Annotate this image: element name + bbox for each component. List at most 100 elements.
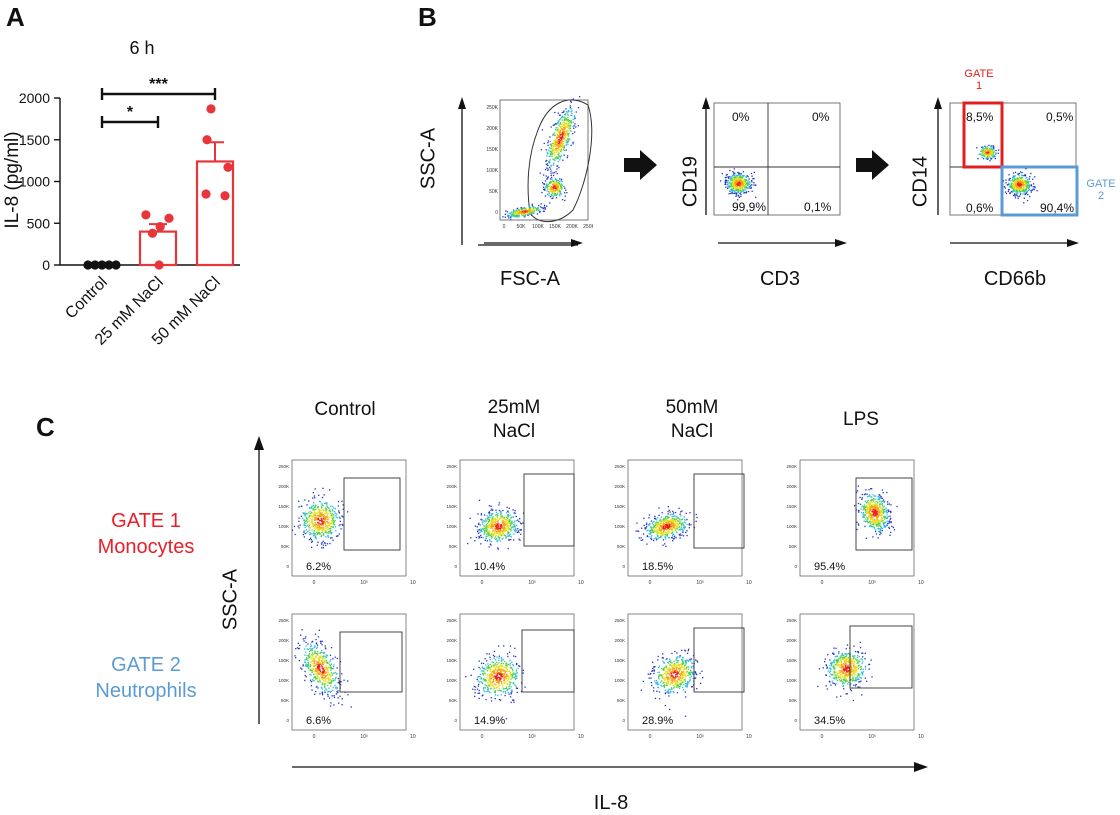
plot-ytick: 200K xyxy=(278,638,289,643)
plot-ytick: 200K xyxy=(614,484,625,489)
gate-percent: 6.2% xyxy=(306,561,331,573)
bar xyxy=(140,232,176,265)
b1-ytick: 250K xyxy=(486,105,498,111)
gate-percent: 6.6% xyxy=(306,715,331,727)
plot-xtick: 10³ xyxy=(868,580,876,586)
plot-xtick: 10³ xyxy=(360,734,368,740)
b3-q-ur: 0,5% xyxy=(1046,110,1073,124)
gate1-label: GATE 1 xyxy=(964,68,994,92)
plot-ytick: 100K xyxy=(446,524,457,529)
data-point xyxy=(148,229,157,238)
plot-xtick: 10⁴ xyxy=(578,734,584,740)
flow-plot-0-1: 250K200K150K100K50K0010³10⁴10.4% xyxy=(444,456,584,586)
data-point xyxy=(156,222,165,231)
gate-percent: 28.9% xyxy=(642,715,673,727)
plot-ytick: 250K xyxy=(614,464,625,469)
plot-ytick: 0 xyxy=(794,718,797,723)
plot-ytick: 250K xyxy=(278,464,289,469)
b1-xtick: 150K xyxy=(549,224,561,230)
b1-ytick: 200K xyxy=(486,126,498,132)
plot-xtick: 10³ xyxy=(528,734,536,740)
plot-ytick: 150K xyxy=(446,504,457,509)
plot-ytick: 50K xyxy=(281,698,289,703)
plot-xtick: 10⁴ xyxy=(746,734,752,740)
data-point xyxy=(111,260,120,269)
plot-xtick: 0 xyxy=(821,734,824,740)
b1-xlabel: FSC-A xyxy=(490,268,570,291)
plot-ytick: 100K xyxy=(278,524,289,529)
b2-q-lr: 0,1% xyxy=(804,200,831,214)
plot-ytick: 50K xyxy=(789,698,797,703)
bar xyxy=(197,161,233,265)
flow-plot-0-0: 250K200K150K100K50K0010³10⁴6.2% xyxy=(276,456,416,586)
plot-ytick: 0 xyxy=(454,564,457,569)
plot-ytick: 150K xyxy=(786,658,797,663)
plot-ytick: 0 xyxy=(622,564,625,569)
plot-xtick: 10³ xyxy=(528,580,536,586)
gate1-row-label: GATE 1 Monocytes xyxy=(66,508,226,560)
plot-xtick: 0 xyxy=(481,734,484,740)
chart-title: 6 h xyxy=(129,38,154,58)
plot-ytick: 150K xyxy=(614,504,625,509)
data-point xyxy=(155,260,164,269)
b3-xlabel: CD66b xyxy=(970,268,1060,291)
flow-plot-0-3: 250K200K150K100K50K0010³10⁴95.4% xyxy=(784,456,924,586)
flow-plot-0-2: 250K200K150K100K50K0010³10⁴18.5% xyxy=(612,456,752,586)
panel-b-letter: B xyxy=(418,2,437,33)
plot-xtick: 0 xyxy=(649,734,652,740)
gate1-cell: Monocytes xyxy=(66,534,226,560)
plot-ytick: 100K xyxy=(786,524,797,529)
plot-ytick: 150K xyxy=(786,504,797,509)
flow-plot-1-0: 250K200K150K100K50K0010³10⁴6.6% xyxy=(276,610,416,740)
gate-percent: 14.9% xyxy=(474,715,505,727)
plot-frame xyxy=(460,460,574,576)
plot-xtick: 10³ xyxy=(360,580,368,586)
y-tick-label: 500 xyxy=(27,215,51,231)
data-point xyxy=(201,189,210,198)
plot-frame xyxy=(800,460,914,576)
b1-ytick: 100K xyxy=(486,168,498,174)
panel-c-letter: C xyxy=(36,412,55,443)
b1-xtick: 0 xyxy=(503,224,506,230)
plot-xtick: 10³ xyxy=(696,734,704,740)
sig-label: *** xyxy=(149,76,168,93)
cond-control: Control xyxy=(280,398,410,422)
plot-ytick: 100K xyxy=(446,678,457,683)
plot-ytick: 0 xyxy=(622,718,625,723)
b1-xtick: 250K xyxy=(583,224,593,230)
plot-xtick: 10⁴ xyxy=(918,580,924,586)
data-point xyxy=(206,104,215,113)
sig-label: * xyxy=(127,104,134,121)
plot-ytick: 150K xyxy=(278,658,289,663)
plot-ytick: 250K xyxy=(446,618,457,623)
b3-q-ll: 0,6% xyxy=(966,201,993,215)
b1-xtick: 50K xyxy=(517,224,527,230)
plot-frame xyxy=(292,460,406,576)
plot-frame xyxy=(292,614,406,730)
b1-xtick: 200K xyxy=(566,224,578,230)
plot-ytick: 250K xyxy=(614,618,625,623)
plot-xtick: 10⁴ xyxy=(578,580,584,586)
b2-xlabel: CD3 xyxy=(740,268,820,291)
plot-ytick: 150K xyxy=(614,658,625,663)
gate-percent: 10.4% xyxy=(474,561,505,573)
b1-xaxis-arrow xyxy=(484,236,584,250)
cond-lps: LPS xyxy=(796,408,926,432)
plot-ytick: 50K xyxy=(617,544,625,549)
plot-xtick: 0 xyxy=(821,580,824,586)
plot-ytick: 200K xyxy=(278,484,289,489)
b1-plot: 250K200K150K100K50K0050K100K150K200K250K xyxy=(458,95,593,255)
flow-plot-1-2: 250K200K150K100K50K0010³10⁴28.9% xyxy=(612,610,752,740)
plot-xtick: 10³ xyxy=(868,734,876,740)
b3-q-lr: 90,4% xyxy=(1040,201,1074,215)
b3-q-ul: 8,5% xyxy=(966,110,993,124)
plot-xtick: 0 xyxy=(649,580,652,586)
plot-ytick: 100K xyxy=(278,678,289,683)
b1-ylabel-wrap: SSC-A xyxy=(406,107,456,217)
plot-ytick: 100K xyxy=(786,678,797,683)
y-tick-label: 1500 xyxy=(19,132,50,148)
gate-percent: 34.5% xyxy=(814,715,845,727)
plot-ytick: 50K xyxy=(789,544,797,549)
plot-ytick: 250K xyxy=(786,618,797,623)
plot-ytick: 50K xyxy=(281,544,289,549)
